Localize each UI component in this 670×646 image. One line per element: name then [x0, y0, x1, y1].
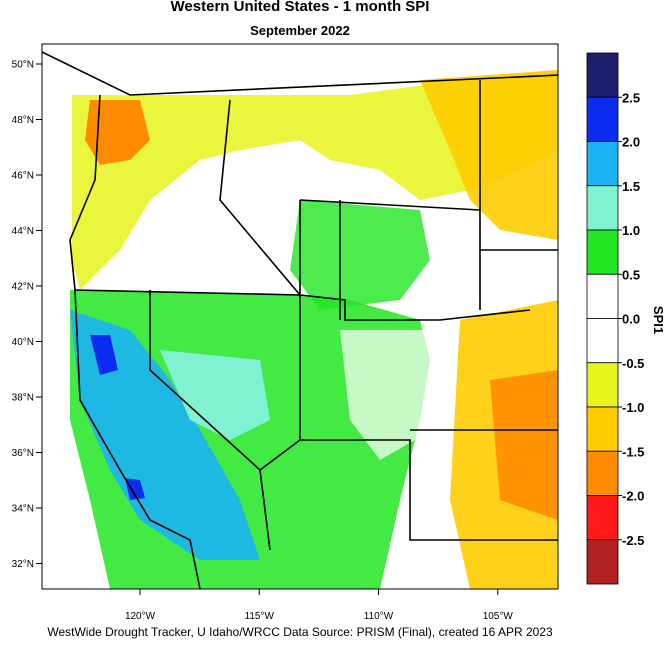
colorbar-bin	[586, 539, 619, 585]
colorbar-bin	[586, 318, 619, 364]
colorbar-bin	[586, 141, 619, 187]
lat-tick-label: 50°N	[12, 60, 34, 71]
colorbar-label: -2.5	[622, 533, 644, 548]
legend-title: SPI1	[651, 306, 666, 334]
colorbar-bin	[586, 450, 619, 496]
colorbar-bin	[586, 362, 619, 408]
colorbar-label: 0.0	[622, 312, 640, 327]
title: Western United States - 1 month SPI	[171, 0, 430, 15]
colorbar-label: -2.0	[622, 489, 644, 504]
lon-tick-label: 110°W	[364, 611, 394, 622]
colorbar-label: -1.5	[622, 444, 644, 459]
colorbar-label: 1.0	[622, 223, 640, 238]
lat-tick-label: 48°N	[12, 115, 34, 126]
lat-tick-label: 32°N	[12, 559, 34, 570]
colorbar-label: 1.5	[622, 179, 640, 194]
colorbar-bin	[586, 185, 619, 231]
colorbar-bin	[586, 495, 619, 541]
lon-tick-label: 115°W	[245, 611, 275, 622]
colorbar-label: 2.5	[622, 90, 640, 105]
colorbar-bin	[586, 229, 619, 275]
lat-tick-label: 40°N	[12, 337, 34, 348]
colorbar-label: 0.5	[622, 267, 640, 282]
lat-tick-label: 38°N	[12, 393, 34, 404]
colorbar-label: -1.0	[622, 400, 644, 415]
map-shading	[42, 44, 558, 589]
lat-tick-label: 44°N	[12, 226, 34, 237]
lat-tick-label: 46°N	[12, 171, 34, 182]
footer: WestWide Drought Tracker, U Idaho/WRCC D…	[47, 625, 553, 639]
colorbar-label: 2.0	[622, 135, 640, 150]
colorbar-bin	[586, 52, 619, 98]
colorbar-bin	[586, 96, 619, 142]
colorbar-label: -0.5	[622, 356, 644, 371]
colorbar-bin	[586, 406, 619, 452]
lat-tick-label: 42°N	[12, 282, 34, 293]
subtitle: September 2022	[250, 23, 350, 38]
map-frame	[41, 43, 559, 590]
colorbar-bin	[586, 273, 619, 319]
lat-tick-label: 36°N	[12, 448, 34, 459]
lon-tick-label: 105°W	[483, 611, 514, 622]
lat-tick-label: 34°N	[12, 504, 34, 515]
lon-tick-label: 120°W	[125, 611, 156, 622]
